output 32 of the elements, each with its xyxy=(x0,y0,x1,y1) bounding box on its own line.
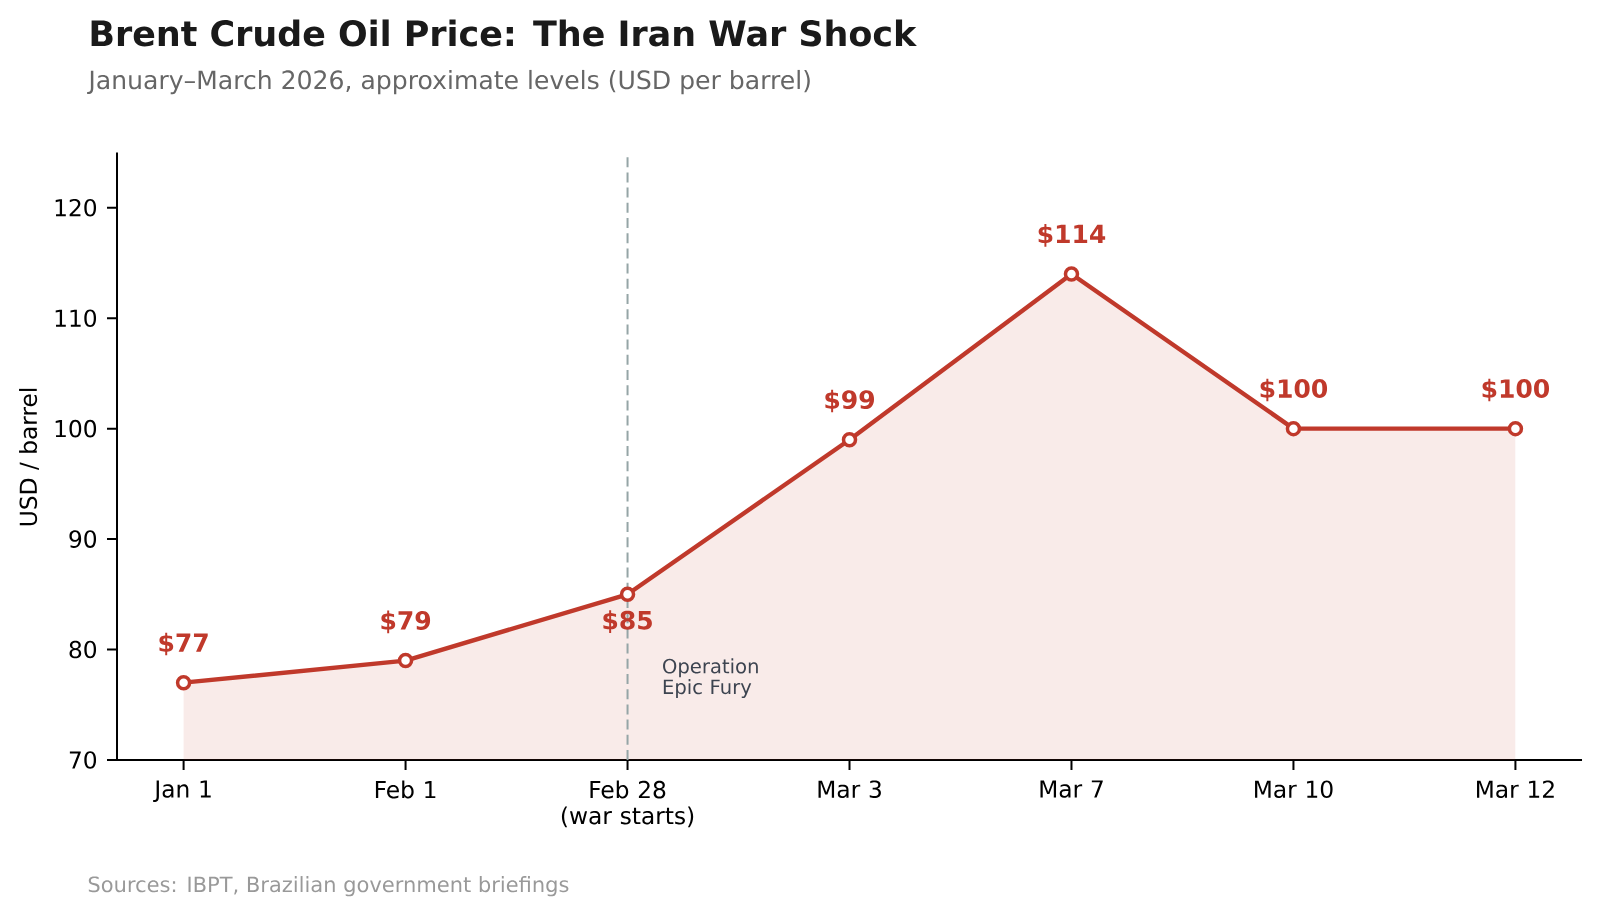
y-tick-label: 90 xyxy=(69,530,97,548)
x-tick-label: Feb 1 xyxy=(375,780,436,799)
data-label: $100 xyxy=(1482,378,1550,402)
source-note: Sources: IBPT, Brazilian government briefings xyxy=(88,876,569,897)
data-label: $85 xyxy=(603,610,652,633)
data-label: $114 xyxy=(1038,223,1106,247)
data-label: $79 xyxy=(381,610,431,634)
point xyxy=(1507,420,1524,437)
point xyxy=(619,586,636,603)
y-tick-label: 120 xyxy=(55,198,97,217)
x-tick-label: Mar 3 xyxy=(818,780,881,799)
data-label: $100 xyxy=(1260,378,1328,402)
y-tick-label: 110 xyxy=(55,309,97,328)
x-tick-label: Mar 7 xyxy=(1040,780,1103,798)
x-tick-label: Feb 28 (war starts) xyxy=(561,780,694,828)
point xyxy=(397,652,414,669)
data-label: $77 xyxy=(159,632,208,656)
y-tick-label: 100 xyxy=(55,419,97,438)
chart-title: Brent Crude Oil Price: The Iran War Shock xyxy=(91,19,917,47)
point xyxy=(1285,420,1302,437)
y-tick-label: 80 xyxy=(69,640,97,659)
point xyxy=(841,431,858,448)
point xyxy=(175,674,192,691)
data-label: $99 xyxy=(825,389,875,413)
chart-subtitle: January–March 2026, approximate levels (USD per barrel) xyxy=(87,69,810,95)
y-tick-label: 70 xyxy=(69,751,97,769)
x-tick-label: Jan 1 xyxy=(153,780,211,803)
point xyxy=(1063,266,1080,282)
x-tick-label: Mar 10 xyxy=(1255,780,1333,799)
y-axis-title: USD / barrel xyxy=(19,388,39,526)
ref-line-label: Operation Epic Fury xyxy=(663,658,758,699)
x-tick-label: Mar 12 xyxy=(1477,780,1554,799)
